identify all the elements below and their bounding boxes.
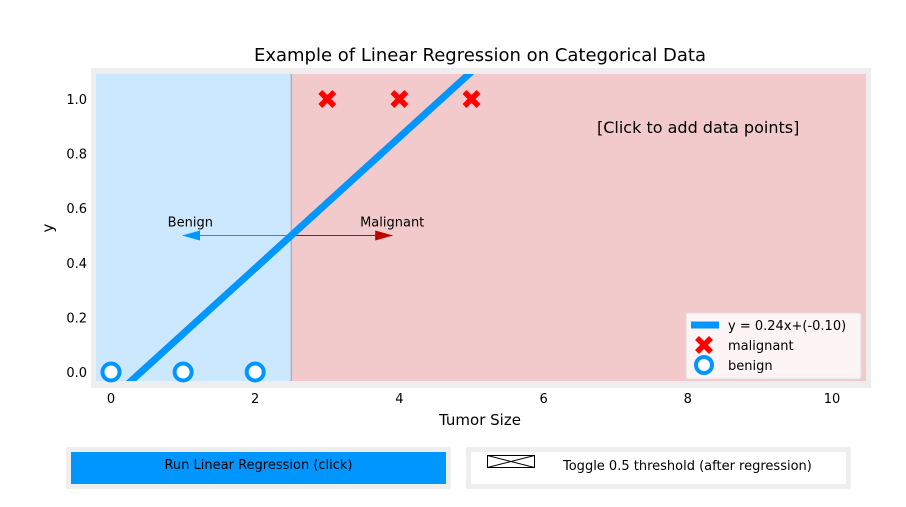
malignant-label: Malignant bbox=[360, 216, 424, 231]
x-tick-label: 6 bbox=[539, 392, 547, 407]
run-regression-button-frame[interactable]: Run Linear Regression (click) bbox=[66, 447, 451, 489]
legend-entry: y = 0.24x+(-0.10) bbox=[728, 319, 846, 334]
run-regression-button[interactable]: Run Linear Regression (click) bbox=[71, 452, 446, 484]
legend-entry: benign bbox=[728, 359, 773, 374]
x-axis-label: Tumor Size bbox=[438, 411, 521, 429]
benign-label: Benign bbox=[168, 216, 213, 231]
y-tick-label: 0.8 bbox=[66, 148, 87, 163]
legend-o-swatch bbox=[694, 355, 714, 375]
malignant-point bbox=[462, 90, 481, 108]
y-tick-label: 1.0 bbox=[66, 93, 87, 108]
chart-title: Example of Linear Regression on Categori… bbox=[254, 45, 706, 66]
legend-entry: malignant bbox=[728, 339, 794, 354]
x-tick-label: 2 bbox=[251, 392, 259, 407]
y-tick-label: 0.0 bbox=[66, 366, 87, 381]
threshold-toggle-frame[interactable]: Toggle 0.5 threshold (after regression) bbox=[466, 447, 851, 489]
malignant-point bbox=[318, 90, 337, 108]
y-tick-label: 0.4 bbox=[66, 257, 87, 272]
y-tick-label: 0.2 bbox=[66, 311, 87, 326]
x-tick-label: 10 bbox=[824, 392, 841, 407]
benign-point bbox=[172, 361, 194, 383]
checkbox-crossed-icon[interactable] bbox=[487, 455, 535, 468]
malignant-point bbox=[390, 90, 409, 108]
x-tick-label: 0 bbox=[107, 392, 115, 407]
regression-line bbox=[125, 74, 475, 381]
x-tick-label: 4 bbox=[395, 392, 403, 407]
legend-x-swatch bbox=[695, 336, 713, 354]
benign-region bbox=[96, 74, 292, 381]
legend-box bbox=[685, 312, 862, 380]
benign-point bbox=[244, 361, 266, 383]
x-tick-label: 8 bbox=[684, 392, 692, 407]
y-axis-label: y bbox=[39, 223, 57, 232]
threshold-toggle[interactable]: Toggle 0.5 threshold (after regression) bbox=[471, 452, 846, 484]
benign-point bbox=[100, 361, 122, 383]
click-hint-annotation: [Click to add data points] bbox=[597, 118, 799, 137]
y-tick-label: 0.6 bbox=[66, 202, 87, 217]
threshold-toggle-label: Toggle 0.5 threshold (after regression) bbox=[563, 459, 812, 474]
legend: y = 0.24x+(-0.10) malignant benign bbox=[685, 312, 862, 380]
